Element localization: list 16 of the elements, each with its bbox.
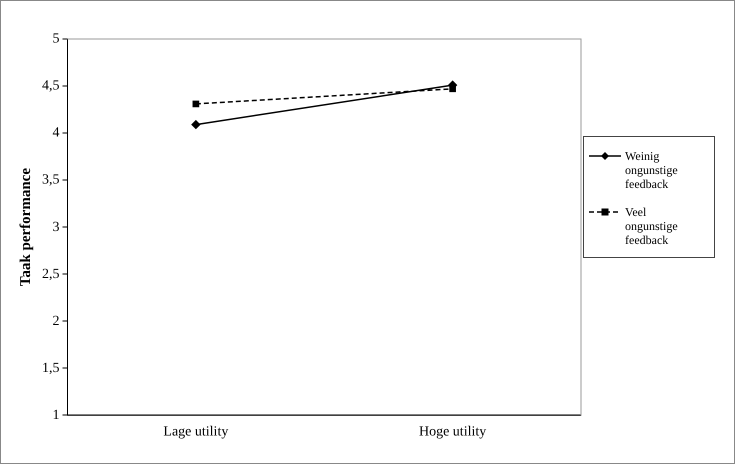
point xyxy=(191,120,200,130)
point xyxy=(192,100,200,108)
y-tick-label: 4,5 xyxy=(42,78,60,94)
y-tick-label: 3,5 xyxy=(42,172,60,188)
legend-label: Weinig ongunstige feedback xyxy=(625,149,679,191)
y-tick-label: 4 xyxy=(52,126,60,141)
y-tick-label: 5 xyxy=(52,32,60,47)
x-tick-label: Lage utility xyxy=(163,424,228,440)
y-tick-label: 1 xyxy=(52,408,60,423)
y-tick-label: 1,5 xyxy=(42,360,60,376)
y-tick-label: 3 xyxy=(52,220,60,235)
y-tick-label: 2,5 xyxy=(42,266,60,282)
y-tick-label: 2 xyxy=(52,314,60,329)
x-tick-label: Hoge utility xyxy=(418,424,486,440)
legend-label: Veel ongunstige feedback xyxy=(625,205,679,247)
y-axis-title: Taak performance xyxy=(18,168,34,286)
